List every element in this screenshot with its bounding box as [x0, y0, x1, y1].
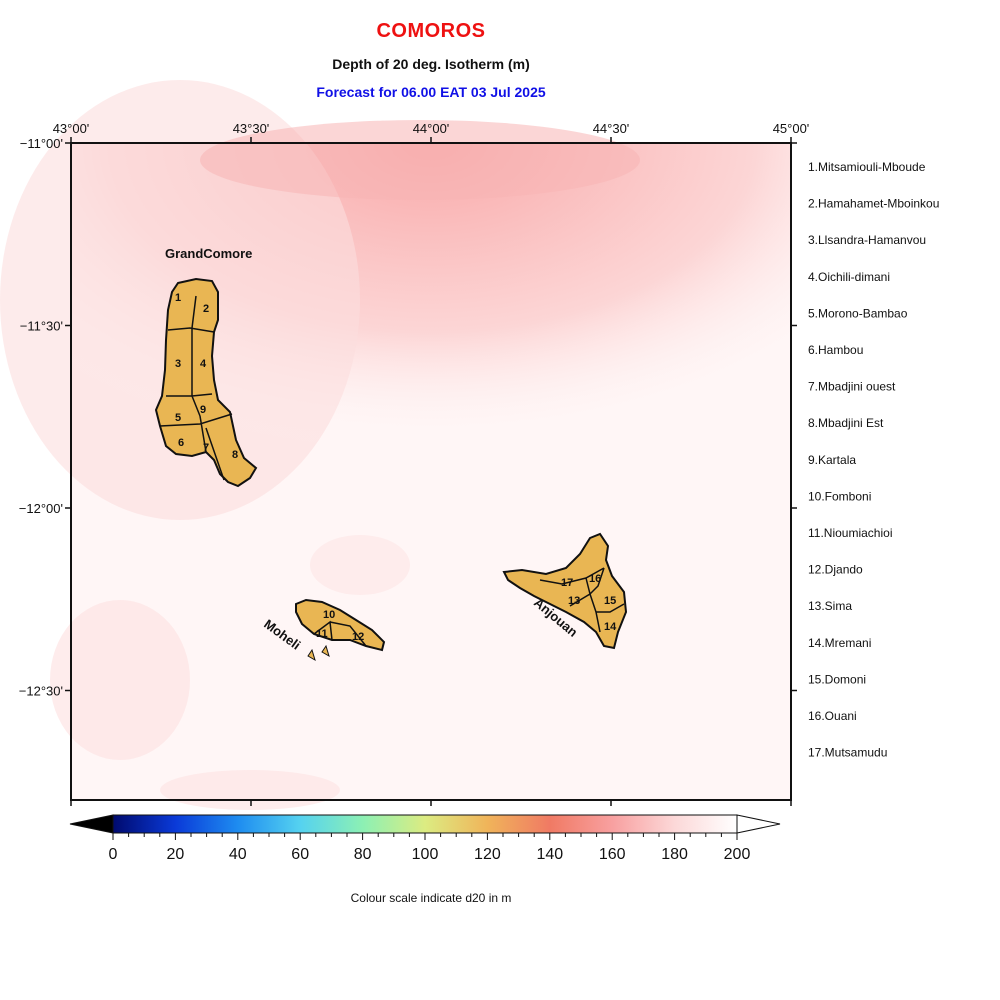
region-number: 14: [604, 621, 617, 633]
grand-comore-land: [154, 277, 258, 488]
colorbar-tick-label: 200: [724, 846, 751, 863]
anjouan-borders: [539, 567, 625, 633]
lat-tick-label: −11°30': [20, 319, 63, 334]
legend-item: 2.Hamahamet-Mboinkou: [808, 197, 939, 211]
region-number: 12: [352, 631, 364, 643]
legend-item: 9.Kartala: [808, 453, 856, 467]
region-number: 5: [175, 412, 181, 424]
colorbar-tick-label: 80: [354, 846, 372, 863]
grand-comore-borders: [159, 295, 233, 481]
region-number: 17: [561, 577, 573, 589]
lon-tick-label: 44°30': [593, 121, 630, 136]
legend-item: 1.Mitsamiouli-Mboude: [808, 160, 926, 174]
forecast-time: Forecast for 06.00 EAT 03 Jul 2025: [316, 84, 546, 100]
axis-ticks: 43°00' 43°30' 44°00' 44°30' 45°00' −11°00' −11…: [19, 121, 810, 806]
colorbar-tick-label: 20: [167, 846, 185, 863]
region-number: 9: [200, 404, 206, 416]
legend-item: 6.Hambou: [808, 343, 863, 357]
moheli-land: [295, 598, 386, 652]
map-title: COMOROS: [376, 20, 486, 42]
legend-item: 5.Morono-Bambao: [808, 306, 908, 320]
legend-item: 16.Ouani: [808, 709, 857, 723]
legend-item: 11.Nioumiachioi: [808, 526, 893, 540]
legend-item: 14.Mremani: [808, 636, 871, 650]
legend-item: 7.Mbadjini ouest: [808, 380, 896, 394]
colorbar-tick-label: 40: [229, 846, 247, 863]
colorbar-tick-label: 180: [661, 846, 688, 863]
region-number: 4: [200, 358, 207, 370]
map-subtitle: Depth of 20 deg. Isotherm (m): [332, 56, 530, 72]
region-number: 11: [316, 628, 328, 640]
legend-item: 12.Djando: [808, 563, 863, 577]
legend-item: 4.Oichili-dimani: [808, 270, 890, 284]
colorbar: 0 20 40 60 80 100 120 140 160 180 200: [69, 814, 781, 863]
legend-item: 3.Llsandra-Hamanvou: [808, 233, 926, 247]
region-number: 1: [175, 292, 181, 304]
lat-tick-label: −12°00': [19, 501, 63, 516]
region-number: 13: [568, 595, 580, 607]
legend-item: 10.Fomboni: [808, 489, 871, 503]
colorbar-over-arrow: [736, 814, 781, 834]
d20-field: [0, 80, 791, 810]
region-number: 16: [589, 573, 601, 585]
colorbar-tick-label: 120: [474, 846, 501, 863]
colorbar-tick-label: 60: [291, 846, 309, 863]
moheli-borders: [313, 620, 367, 647]
island-grand-comore: GrandComore 1 2 3 4 5 9 6 7 8: [154, 246, 258, 488]
region-number: 8: [232, 449, 238, 461]
colorbar-tick-label: 160: [599, 846, 626, 863]
anjouan-land: [502, 532, 628, 650]
lat-tick-label: −12°30': [19, 684, 63, 699]
region-number: 3: [175, 358, 181, 370]
region-number: 6: [178, 437, 184, 449]
lon-tick-label: 43°30': [233, 121, 270, 136]
colorbar-ramp: [112, 814, 738, 834]
region-number: 7: [203, 442, 209, 454]
colorbar-tick-label: 140: [536, 846, 563, 863]
legend-item: 17.Mutsamudu: [808, 746, 887, 760]
region-number: 10: [323, 609, 335, 621]
region-number: 2: [203, 303, 209, 315]
legend-item: 13.Sima: [808, 599, 852, 613]
island-label-grandcomore: GrandComore: [165, 246, 252, 261]
lon-tick-label: 45°00': [773, 121, 810, 136]
colorbar-caption: Colour scale indicate d20 in m: [350, 891, 512, 905]
colorbar-tick-label: 0: [109, 846, 118, 863]
colorbar-under-arrow: [69, 814, 114, 834]
legend-item: 8.Mbadjini Est: [808, 416, 884, 430]
lat-tick-label: −11°00': [20, 136, 63, 151]
lon-tick-label: 43°00': [53, 121, 90, 136]
colorbar-tick-label: 100: [412, 846, 439, 863]
lon-tick-label: 44°00': [413, 121, 450, 136]
region-number: 15: [604, 595, 616, 607]
moheli-islets: [307, 644, 330, 662]
region-legend: 1.Mitsamiouli-Mboude 2.Hamahamet-Mboinkou…: [808, 160, 939, 760]
legend-item: 15.Domoni: [808, 672, 866, 686]
